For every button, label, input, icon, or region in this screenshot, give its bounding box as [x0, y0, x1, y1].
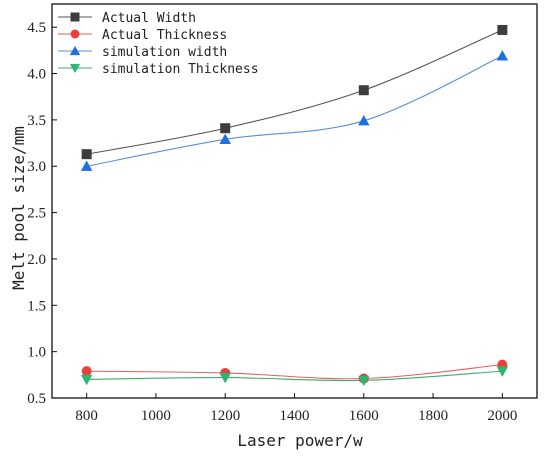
x-tick-label: 1400 — [280, 408, 310, 424]
y-tick-label: 1.0 — [27, 345, 46, 361]
series-line-1 — [86, 364, 503, 380]
y-tick-label: 4.0 — [27, 67, 46, 83]
legend-marker-3 — [69, 63, 81, 74]
y-axis-label: Melt pool size/mm — [9, 126, 28, 290]
data-point-3 — [80, 374, 93, 386]
series-line-2 — [86, 55, 503, 167]
data-point-2 — [80, 160, 93, 171]
x-tick-label: 800 — [75, 408, 98, 424]
data-point-0 — [220, 123, 231, 134]
legend-label-0: Actual Width — [102, 11, 196, 26]
x-axis-label: Laser power/w — [237, 431, 363, 450]
data-point-2 — [496, 50, 509, 61]
y-tick-label: 2.0 — [27, 252, 46, 268]
y-tick-label: 1.5 — [27, 298, 46, 314]
axis-ticks: 800 1000 1200 1400 1600 1800 2000 0.5 1.0 1.5 2.0 2… — [27, 20, 517, 424]
data-point-0 — [358, 85, 369, 96]
legend: Actual Width Actual Thickness simulation w… — [58, 11, 259, 77]
data-point-3 — [358, 375, 370, 387]
data-point-2 — [219, 133, 231, 144]
x-tick-label: 2000 — [487, 408, 517, 424]
x-tick-label: 1600 — [349, 408, 379, 424]
data-point-2 — [358, 115, 370, 126]
legend-marker-0 — [70, 12, 80, 22]
series-markers — [80, 24, 509, 387]
series-lines — [86, 29, 503, 382]
data-point-1 — [81, 366, 92, 377]
legend-marker-2 — [69, 45, 81, 56]
data-point-3 — [496, 366, 509, 377]
x-tick-label: 1200 — [210, 408, 240, 424]
x-tick-label: 1000 — [141, 408, 171, 424]
legend-marker-1 — [70, 29, 80, 39]
series-line-3 — [86, 370, 503, 382]
y-tick-label: 3.0 — [27, 159, 46, 175]
y-tick-label: 3.5 — [27, 113, 46, 129]
legend-label-1: Actual Thickness — [102, 28, 227, 43]
legend-label-2: simulation width — [102, 45, 227, 60]
x-tick-label: 1800 — [418, 408, 448, 424]
data-point-0 — [81, 149, 92, 160]
data-point-0 — [497, 24, 508, 35]
y-tick-label: 0.5 — [27, 391, 46, 407]
legend-label-3: simulation Thickness — [102, 62, 259, 77]
data-point-3 — [219, 373, 231, 384]
y-tick-label: 4.5 — [27, 20, 46, 36]
series-line-0 — [86, 29, 503, 155]
y-tick-label: 2.5 — [27, 206, 46, 222]
